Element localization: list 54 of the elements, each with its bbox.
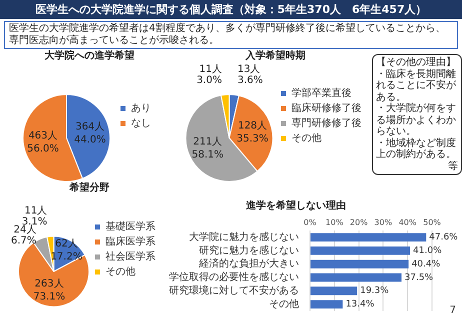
text: 【その他の理由】: [376, 57, 457, 68]
legend-label: なし: [131, 118, 151, 130]
text: 医学生への大学院進学に関する個人調査（対象：5年生370人 6年生457人）: [0, 0, 462, 19]
data-label: 40.4%: [412, 259, 441, 270]
y-tick-label: 学位取得の必要性を感じない: [169, 271, 299, 284]
bar: [310, 286, 358, 296]
data-label: 47.6%: [429, 232, 458, 243]
data-label: 463人 56.0%: [27, 130, 59, 155]
data-label: 13人 3.6%: [237, 64, 263, 86]
legend-label: 学部卒業直後: [292, 87, 352, 100]
data-label: 19.3%: [360, 286, 390, 296]
data-label: 128人 35.3%: [236, 120, 268, 144]
chart-title: 入学希望時期: [244, 50, 306, 62]
y-tick-label: 大学院に魅力を感じない: [189, 230, 299, 243]
data-label: 263人 73.1%: [33, 278, 66, 302]
text: 等: [447, 160, 458, 172]
bar: [310, 246, 410, 255]
y-tick-label: 研究環境に対して不安がある: [169, 284, 299, 296]
bar: [310, 273, 402, 282]
data-label: 13.4%: [346, 300, 375, 310]
bar: [310, 260, 409, 268]
text: ・大学院が何をする場所かよくわからない。: [376, 103, 457, 138]
x-tick-label: 20%: [350, 218, 368, 227]
text: ・臨床を長期間離れることに不安がある。: [376, 68, 457, 102]
legend-label: 専門研修修了後: [292, 117, 362, 130]
data-label: 11人 3.0%: [196, 64, 222, 86]
legend-label: 臨床医学系: [106, 236, 156, 248]
legend-label: あり: [131, 103, 151, 114]
data-label: 41.0%: [413, 246, 442, 256]
legend-label: 基礎医学系: [106, 220, 156, 233]
chart-title: 進学を希望しない理由: [245, 200, 346, 212]
bar: [310, 233, 426, 242]
x-tick-label: 0%: [304, 218, 317, 227]
legend-label: 社会医学系: [106, 250, 156, 263]
chart-title: 大学院への進学希望: [44, 50, 134, 62]
y-tick-label: 経済的な負担が大きい: [198, 258, 299, 270]
text: 医学生の大学院進学の希望者は4割程度であり、多くが専門研修終了後に希望していることから、専門医志向が高まっていることが示唆される。: [4, 21, 458, 49]
data-label: 24人 6.7%: [11, 224, 36, 246]
legend-label: その他: [292, 132, 322, 144]
text: ・地域枠など制度上の制約がある。: [376, 138, 457, 160]
x-tick-label: 50%: [423, 218, 442, 227]
data-label: 37.5%: [404, 272, 434, 283]
data-label: 211人 58.1%: [192, 136, 224, 160]
chart-title: 希望分野: [68, 182, 110, 194]
legend-label: その他: [106, 266, 136, 278]
y-tick-label: 研究に魅力を感じない: [199, 244, 299, 256]
text: 7: [450, 305, 456, 316]
legend-label: 臨床研修修了後: [292, 102, 362, 114]
bar: [310, 300, 343, 309]
x-tick-label: 40%: [398, 218, 417, 227]
y-tick-label: その他: [269, 298, 299, 310]
data-label: 364人 44.0%: [74, 122, 106, 146]
x-tick-label: 10%: [326, 218, 344, 227]
x-tick-label: 30%: [374, 218, 392, 227]
